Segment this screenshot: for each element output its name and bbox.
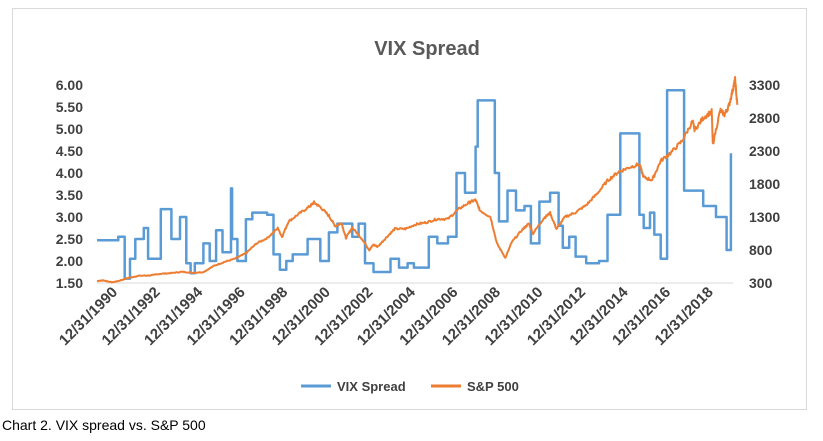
chart-container: VIX Spread 1.50 2.00 2.50 3.00 3.50 4.00 4.50 5.…: [12, 8, 807, 410]
chart-title: VIX Spread: [374, 38, 480, 60]
y-right-tick-label: 1300: [749, 209, 780, 225]
y-left-tick-label: 3.50: [56, 187, 83, 203]
y-left-tick-label: 3.00: [56, 209, 83, 225]
series-line-vix-spread: [97, 89, 733, 280]
legend-label: VIX Spread: [337, 379, 406, 394]
y-left-tick-label: 5.00: [56, 121, 83, 137]
legend-label: S&P 500: [467, 379, 519, 394]
y-right-tick-label: 800: [749, 242, 773, 258]
line-chart: VIX Spread 1.50 2.00 2.50 3.00 3.50 4.00 4.50 5.…: [56, 38, 781, 394]
y-right-tick-label: 2300: [749, 143, 780, 159]
y-right-tick-label: 300: [749, 275, 773, 291]
y-left-tick-label: 2.50: [56, 231, 83, 247]
y-right-tick-label: 2800: [749, 110, 780, 126]
y-left-tick-label: 1.50: [56, 275, 83, 291]
series-line-sp500: [96, 76, 739, 284]
y-right-tick-label: 1800: [749, 176, 780, 192]
y-left-tick-label: 4.00: [56, 165, 83, 181]
y-left-tick-label: 2.00: [56, 253, 83, 269]
y-right-tick-label: 3300: [749, 77, 780, 93]
y-left-tick-label: 4.50: [56, 143, 83, 159]
y-left-tick-label: 5.50: [56, 99, 83, 115]
chart-caption: Chart 2. VIX spread vs. S&P 500: [2, 417, 206, 433]
y-left-tick-label: 6.00: [56, 77, 83, 93]
